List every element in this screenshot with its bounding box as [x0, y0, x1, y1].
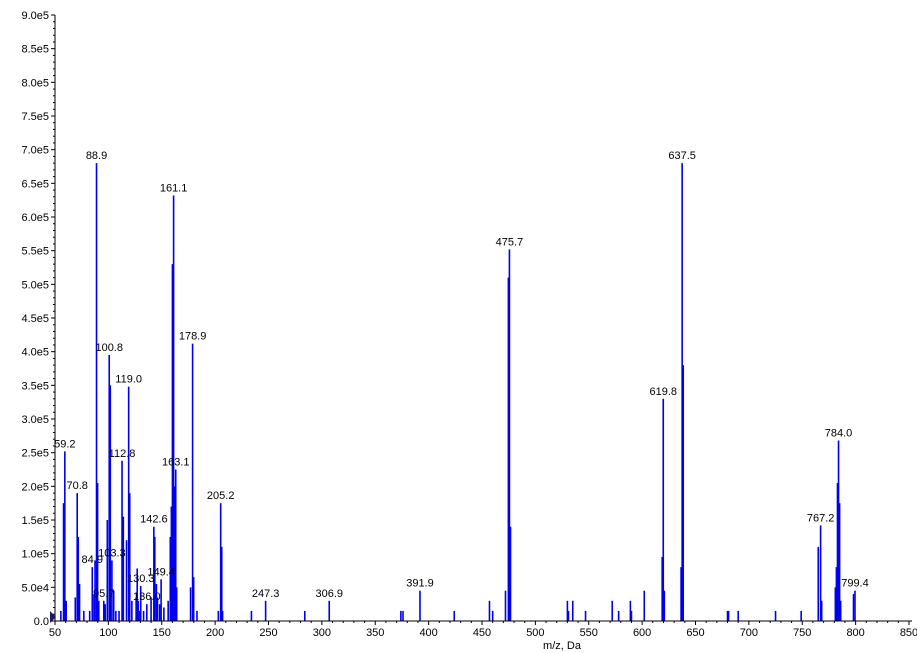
x-axis-title: m/z, Da	[543, 640, 582, 652]
peak-label: 100.8	[95, 342, 123, 354]
y-tick-label: 5.0e4	[21, 582, 49, 594]
y-tick-label: 7.0e5	[21, 145, 49, 157]
x-tick-label: 750	[793, 627, 811, 639]
peak-label: 149.4	[147, 566, 175, 578]
y-tick-label: 7.5e5	[21, 111, 49, 123]
peak-label: 799.4	[841, 578, 869, 590]
x-tick-label: 500	[526, 627, 544, 639]
x-axis-ticks: 50 100 150 200 250 300 350 400 450 500 550 600 650 70…	[49, 621, 917, 639]
y-tick-label: 5.0e5	[21, 279, 49, 291]
y-tick-label: 4.0e5	[21, 347, 49, 359]
x-tick-label: 50	[49, 627, 61, 639]
peak-label: 119.0	[115, 374, 142, 386]
y-tick-label: 4.5e5	[21, 313, 49, 325]
x-tick-label: 600	[633, 627, 651, 639]
origin-marker-icon	[50, 611, 56, 623]
peak-label: 637.5	[668, 150, 696, 162]
y-tick-label: 8.5e5	[21, 44, 49, 56]
y-tick-label: 8.0e5	[21, 77, 49, 89]
x-tick-label: 700	[740, 627, 758, 639]
peak-label: 475.7	[496, 236, 524, 248]
x-tick-label: 100	[99, 627, 117, 639]
x-tick-label: 150	[153, 627, 171, 639]
y-tick-label: 3.0e5	[21, 414, 49, 426]
x-tick-label: 350	[366, 627, 384, 639]
spectrum-peaks	[60, 163, 856, 621]
y-tick-label: 2.0e5	[21, 481, 49, 493]
peak-label: 205.2	[207, 490, 235, 502]
peak-label: 136.0	[133, 591, 161, 603]
y-tick-label: 0.0	[34, 616, 49, 628]
peak-label: 161.1	[160, 182, 188, 194]
y-tick-label: 1.5e5	[21, 515, 49, 527]
peak-label: 619.8	[649, 386, 677, 398]
y-tick-label: 6.0e5	[21, 212, 49, 224]
peak-label: 163.1	[162, 457, 190, 469]
peak-label: 391.9	[406, 578, 434, 590]
x-tick-label: 850	[900, 627, 917, 639]
peak-labels: 59.2 70.8 84.9 88.9 95.7 100.8 103.3 112.8 119.0…	[54, 150, 869, 603]
peak-label: 767.2	[807, 512, 835, 524]
peak-label: 247.3	[252, 588, 280, 600]
x-tick-label: 400	[419, 627, 437, 639]
x-tick-label: 450	[473, 627, 491, 639]
peak-label: 84.9	[82, 554, 103, 566]
x-tick-label: 250	[259, 627, 277, 639]
peak-label: 95.7	[93, 588, 114, 600]
peak-label: 88.9	[86, 150, 107, 162]
y-tick-label: 5.5e5	[21, 246, 49, 258]
y-tick-label: 6.5e5	[21, 178, 49, 190]
x-tick-label: 550	[580, 627, 598, 639]
y-tick-label: 3.5e5	[21, 380, 49, 392]
peak-label: 59.2	[54, 438, 75, 450]
peak-label: 178.9	[179, 331, 207, 343]
peak-label: 784.0	[825, 428, 853, 440]
axes	[50, 15, 912, 623]
x-tick-label: 200	[206, 627, 224, 639]
x-tick-label: 800	[846, 627, 864, 639]
peak-label: 306.9	[315, 588, 343, 600]
y-tick-label: 1.0e5	[21, 549, 49, 561]
peak-label: 112.8	[109, 448, 136, 460]
peak-label: 103.3	[98, 547, 126, 559]
peak-label: 130.3	[127, 573, 155, 585]
x-tick-label: 300	[313, 627, 331, 639]
peak-label: 142.6	[140, 514, 168, 526]
y-tick-label: 9.0e5	[21, 10, 49, 22]
peak-label: 70.8	[66, 480, 87, 492]
y-tick-label: 2.5e5	[21, 448, 49, 460]
x-tick-label: 650	[686, 627, 704, 639]
y-axis-ticks: 0.0 5.0e4 1.0e5 1.5e5 2.0e5 2.5e5 3.0e5 3.5e5 4.…	[21, 10, 55, 628]
